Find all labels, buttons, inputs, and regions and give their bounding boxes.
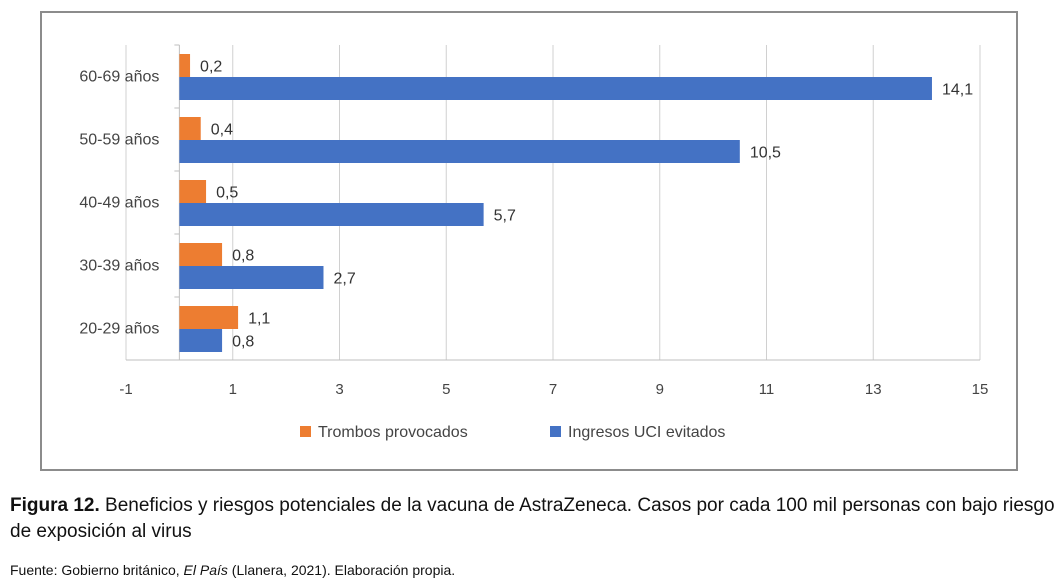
source-italic: El País bbox=[183, 562, 228, 578]
x-tick-label: 1 bbox=[229, 381, 237, 398]
x-tick-label: 15 bbox=[972, 381, 989, 398]
chart-frame: -1 1 3 5 7 9 11 13 15 60-69 años 0,2 14,1 50-59 años… bbox=[40, 11, 1018, 471]
x-tick-label: 7 bbox=[549, 381, 557, 398]
legend-label: Trombos provocados bbox=[318, 424, 468, 441]
data-label: 14,1 bbox=[942, 82, 973, 99]
source-prefix: Fuente: Gobierno británico, bbox=[10, 562, 184, 578]
x-tick-label: 13 bbox=[865, 381, 882, 398]
figure-label: Figura 12. bbox=[10, 495, 100, 516]
bar-trombos bbox=[179, 306, 239, 329]
bar-trombos bbox=[179, 117, 201, 140]
legend-swatch bbox=[550, 426, 561, 437]
category-label: 60-69 años bbox=[79, 69, 159, 86]
x-tick-label: 5 bbox=[442, 381, 450, 398]
category-label: 40-49 años bbox=[79, 195, 159, 212]
bar-ingresos bbox=[179, 203, 484, 226]
bar-ingresos bbox=[179, 140, 740, 163]
x-tick-label: 9 bbox=[656, 381, 664, 398]
category-label: 20-29 años bbox=[79, 321, 159, 338]
legend-swatch bbox=[300, 426, 311, 437]
figure-caption-text: Beneficios y riesgos potenciales de la v… bbox=[10, 495, 1055, 542]
x-tick-label: 11 bbox=[759, 381, 775, 398]
data-label: 0,2 bbox=[200, 59, 222, 76]
data-label: 0,8 bbox=[232, 334, 254, 351]
data-label: 1,1 bbox=[248, 311, 270, 328]
category-label: 30-39 años bbox=[79, 258, 159, 275]
data-label: 0,5 bbox=[216, 185, 238, 202]
data-label: 2,7 bbox=[333, 271, 355, 288]
source-suffix: (Llanera, 2021). Elaboración propia. bbox=[227, 562, 456, 578]
data-label: 5,7 bbox=[494, 208, 516, 225]
bar-trombos bbox=[179, 180, 207, 203]
bar-ingresos bbox=[179, 77, 932, 100]
x-tick-label: 3 bbox=[335, 381, 343, 398]
legend-label: Ingresos UCI evitados bbox=[568, 424, 725, 441]
bar-trombos bbox=[179, 243, 223, 266]
category-label: 50-59 años bbox=[79, 132, 159, 149]
bar-trombos bbox=[179, 54, 191, 77]
data-label: 10,5 bbox=[750, 145, 781, 162]
data-label: 0,8 bbox=[232, 248, 254, 265]
figure-caption: Figura 12. Beneficios y riesgos potencia… bbox=[10, 493, 1055, 545]
figure-source: Fuente: Gobierno británico, El País (Lla… bbox=[10, 562, 455, 578]
bar-ingresos bbox=[179, 266, 324, 289]
x-tick-label: -1 bbox=[119, 381, 132, 398]
data-label: 0,4 bbox=[211, 122, 233, 139]
bar-ingresos bbox=[179, 329, 223, 352]
